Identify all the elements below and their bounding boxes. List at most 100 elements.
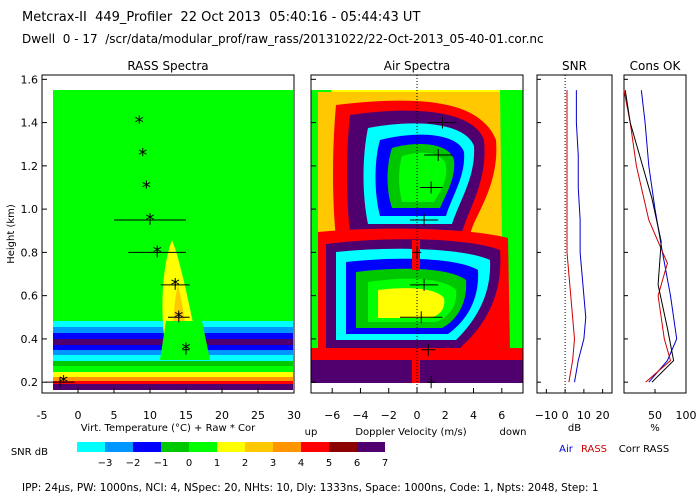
y-tick-label: 0.2 [21, 376, 39, 389]
rass-x-tick-label: 10 [143, 409, 157, 422]
snr-x-axis-label: dB [568, 423, 581, 434]
rass-x-tick-label: 30 [287, 409, 301, 422]
y-tick-label: 0.4 [21, 333, 39, 346]
snr-x-tick-label: 20 [596, 409, 610, 422]
rass-band [53, 366, 293, 372]
rass-band [53, 384, 293, 390]
rass-cor-point: * [174, 307, 183, 328]
y-tick-label: 0.8 [21, 246, 39, 259]
rass-x-tick-label: 5 [111, 409, 118, 422]
snr-series-line [574, 90, 587, 383]
air-x-tick-label: −6 [324, 409, 340, 422]
cons-series-line [623, 90, 672, 383]
air-x-label-down: down [500, 427, 527, 438]
air-x-tick-label: 6 [498, 409, 505, 422]
air-x-tick-label: 2 [442, 409, 449, 422]
air-x-tick-label: −2 [381, 409, 397, 422]
rass-x-tick-label: 25 [251, 409, 265, 422]
rass-cor-point: * [135, 113, 144, 134]
color-scale-tick: 4 [298, 458, 304, 469]
rass-cor-point: * [59, 372, 68, 393]
cons-x-axis-label: % [650, 423, 660, 434]
snr-x-tick-label: 10 [577, 409, 591, 422]
snr-x-tick-label: −10 [535, 409, 558, 422]
snr-series-line [566, 90, 576, 383]
air-x-tick-label: 0 [414, 409, 421, 422]
plot-header-title: Metcrax-II 449_Profiler 22 Oct 2013 05:4… [22, 10, 421, 25]
color-scale-tick: −2 [126, 458, 141, 469]
rass-band [53, 377, 293, 383]
snr-x-tick-label: 0 [562, 409, 569, 422]
air-contour-upper [399, 152, 447, 202]
rass-cor-point: * [146, 210, 155, 231]
rass-panel [41, 74, 295, 394]
y-tick-label: 1.0 [21, 203, 39, 216]
rass-cor-point: * [138, 145, 147, 166]
color-scale-tick: 7 [382, 458, 388, 469]
air-center-ridge [412, 350, 420, 383]
legend-rass-label: RASS [581, 444, 607, 455]
air-x-label-up: up [305, 427, 318, 438]
color-scale-tick: 2 [242, 458, 248, 469]
color-scale-swatch [273, 442, 301, 452]
rass-band-gap [160, 321, 210, 360]
y-tick-label: 1.2 [21, 160, 39, 173]
rass-title: RASS Spectra [127, 59, 208, 73]
rass-frame [41, 74, 295, 394]
rass-x-tick-label: 0 [75, 409, 82, 422]
rass-x-tick-label: -5 [37, 409, 48, 422]
cons-series-line [640, 90, 678, 383]
snr-panel [536, 74, 613, 394]
color-scale-swatch [217, 442, 245, 452]
legend-corr-rass-label: Corr RASS [619, 444, 669, 455]
color-scale-swatch [161, 442, 189, 452]
color-scale-tick: 5 [326, 458, 332, 469]
air-x-tick-label: −4 [352, 409, 368, 422]
rass-band [53, 361, 293, 367]
color-scale-tick: 1 [214, 458, 220, 469]
rass-x-tick-label: 15 [179, 409, 193, 422]
air-x-tick-label: 4 [470, 409, 477, 422]
cons-title: Cons OK [630, 59, 682, 73]
color-scale-swatch [301, 442, 329, 452]
air-panel [310, 74, 524, 394]
rass-cor-point: * [182, 340, 191, 361]
y-axis-label: Height (km) [6, 204, 17, 264]
snr-color-scale-label: SNR dB [11, 447, 48, 458]
color-scale-swatch [105, 442, 133, 452]
rass-x-axis-label: Virt. Temperature (°C) + Raw * Cor [81, 423, 256, 434]
y-tick-label: 1.4 [21, 117, 39, 130]
color-scale-swatch [189, 442, 217, 452]
color-scale-tick: 0 [186, 458, 192, 469]
color-scale-tick: 6 [354, 458, 360, 469]
cons-x-tick-label: 100 [676, 409, 697, 422]
rass-band [53, 372, 293, 378]
rass-cor-point: * [142, 177, 151, 198]
cons-series-line [624, 90, 675, 383]
color-scale-swatch [329, 442, 357, 452]
rass-cor-point: * [171, 275, 180, 296]
snr-title: SNR [562, 59, 587, 73]
color-scale-tick: 3 [270, 458, 276, 469]
color-scale-tick: −3 [98, 458, 113, 469]
footer-parameters: IPP: 24μs, PW: 1000ns, NCI: 4, NSpec: 20… [22, 482, 599, 494]
color-scale-tick: −1 [154, 458, 169, 469]
y-tick-label: 0.6 [21, 290, 39, 303]
color-scale-swatch [357, 442, 385, 452]
cons-panel [623, 74, 687, 394]
air-center-ridge [412, 240, 420, 270]
color-scale-swatch [133, 442, 161, 452]
air-contour-lower [378, 288, 445, 318]
snr-frame [536, 74, 613, 394]
cons-x-tick-label: 50 [648, 409, 662, 422]
color-scale-swatch [77, 442, 105, 452]
air-x-axis-label: Doppler Velocity (m/s) [355, 427, 466, 438]
legend-air-label: Air [559, 444, 574, 455]
y-tick-label: 1.6 [21, 73, 39, 86]
rass-cor-point: * [153, 242, 162, 263]
color-scale-swatch [245, 442, 273, 452]
rass-x-tick-label: 20 [215, 409, 229, 422]
plot-header-dwell: Dwell 0 - 17 /scr/data/modular_prof/raw_… [22, 32, 544, 46]
air-title: Air Spectra [384, 59, 451, 73]
